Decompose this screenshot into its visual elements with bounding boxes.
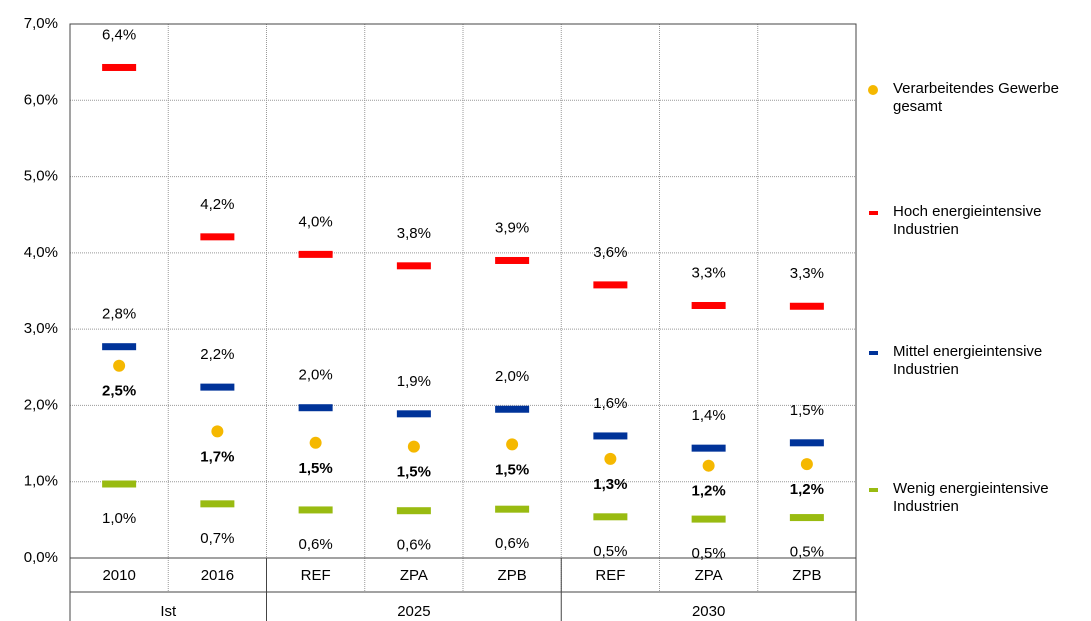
dash-marker — [102, 63, 137, 71]
data-label: 3,9% — [495, 219, 529, 236]
dash-marker — [495, 405, 530, 413]
x-tick-label: ZPA — [400, 567, 428, 584]
data-label: 1,5% — [299, 460, 333, 477]
y-tick-label: 2,0% — [24, 396, 58, 413]
dash-marker — [593, 281, 628, 289]
data-label: 3,6% — [593, 244, 627, 261]
data-label: 1,6% — [593, 395, 627, 412]
dash-marker — [298, 404, 333, 412]
data-label: 1,0% — [102, 510, 136, 527]
dot-marker — [506, 438, 519, 451]
legend-marker — [869, 351, 878, 355]
data-label: 1,2% — [790, 481, 824, 498]
data-label: 2,0% — [495, 368, 529, 385]
dash-marker — [691, 444, 726, 452]
y-tick-label: 6,0% — [24, 91, 58, 108]
dot-marker — [800, 458, 813, 471]
dash-marker — [691, 301, 726, 309]
data-label: 1,5% — [397, 464, 431, 481]
data-label: 1,4% — [692, 407, 726, 424]
data-label: 1,3% — [593, 476, 627, 493]
data-label: 1,5% — [790, 402, 824, 419]
legend-label: Wenig energieintensive Industrien — [893, 480, 1049, 515]
dash-marker — [396, 262, 431, 270]
y-tick-label: 4,0% — [24, 244, 58, 261]
group-label: Ist — [160, 603, 177, 620]
data-label: 4,0% — [299, 213, 333, 230]
x-tick-label: REF — [301, 567, 331, 584]
data-label: 3,3% — [692, 264, 726, 281]
dash-marker — [298, 506, 333, 514]
data-label: 0,6% — [495, 535, 529, 552]
legend-marker — [869, 488, 878, 492]
y-tick-label: 7,0% — [24, 15, 58, 32]
data-label: 0,6% — [397, 537, 431, 554]
dash-marker — [298, 250, 333, 258]
data-label: 0,5% — [593, 543, 627, 560]
data-label: 3,8% — [397, 225, 431, 242]
dash-marker — [102, 480, 137, 488]
legend-label: Verarbeitendes Gewerbe gesamt — [893, 80, 1059, 115]
x-tick-label: ZPB — [792, 567, 821, 584]
dash-marker — [691, 515, 726, 523]
data-label: 3,3% — [790, 265, 824, 282]
legend-label: Hoch energieintensive Industrien — [893, 203, 1042, 238]
data-label: 2,2% — [200, 346, 234, 363]
data-label: 0,6% — [299, 536, 333, 553]
dot-marker — [702, 459, 715, 472]
data-label: 2,8% — [102, 306, 136, 323]
dash-marker — [789, 302, 824, 310]
legend-label: Mittel energieintensive Industrien — [893, 343, 1043, 378]
dot-marker — [407, 440, 420, 453]
x-tick-label: 2010 — [102, 567, 135, 584]
plot-frame — [69, 23, 857, 559]
y-tick-label: 0,0% — [24, 549, 58, 566]
dash-marker — [200, 500, 235, 508]
dash-marker — [200, 233, 235, 241]
dash-marker — [789, 439, 824, 447]
dot-marker — [211, 425, 224, 438]
data-label: 1,7% — [200, 448, 234, 465]
data-label: 6,4% — [102, 26, 136, 43]
dash-marker — [495, 505, 530, 513]
group-label: 2025 — [397, 603, 430, 620]
data-label: 0,5% — [692, 545, 726, 562]
dash-marker — [396, 507, 431, 515]
data-label: 1,9% — [397, 373, 431, 390]
dash-marker — [593, 513, 628, 521]
dash-marker — [396, 410, 431, 418]
dot-marker — [604, 452, 617, 465]
dot-marker — [113, 359, 126, 372]
x-tick-label: REF — [595, 567, 625, 584]
x-tick-label: ZPA — [695, 567, 723, 584]
group-label: 2030 — [692, 603, 725, 620]
x-tick-label: ZPB — [498, 567, 527, 584]
dash-marker — [102, 343, 137, 351]
y-tick-label: 1,0% — [24, 473, 58, 490]
data-label: 1,2% — [692, 483, 726, 500]
x-tick-label: 2016 — [201, 567, 234, 584]
dash-marker — [200, 383, 235, 391]
data-label: 4,2% — [200, 196, 234, 213]
legend-marker — [869, 211, 878, 215]
data-label: 0,7% — [200, 530, 234, 547]
dash-marker — [593, 432, 628, 440]
y-tick-label: 5,0% — [24, 168, 58, 185]
dash-marker — [495, 256, 530, 264]
legend-marker — [868, 85, 878, 95]
dash-marker — [789, 514, 824, 522]
dot-marker — [309, 436, 322, 449]
data-label: 2,5% — [102, 383, 136, 400]
data-label: 0,5% — [790, 544, 824, 561]
y-tick-label: 3,0% — [24, 320, 58, 337]
data-label: 1,5% — [495, 461, 529, 478]
data-label: 2,0% — [299, 367, 333, 384]
